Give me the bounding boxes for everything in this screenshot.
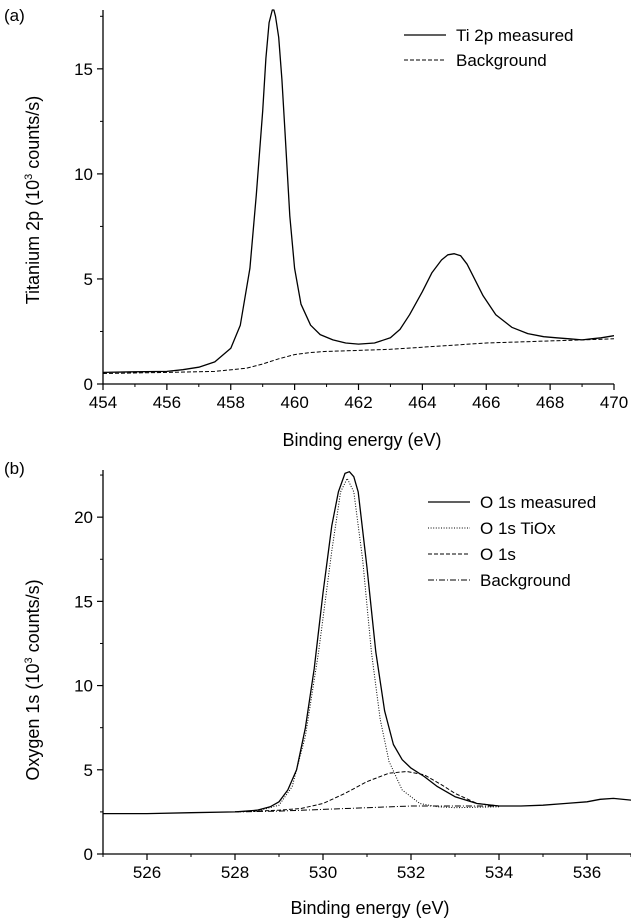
y-tick-label: 0 [84,375,93,394]
x-tick-label: 466 [472,393,500,412]
x-tick-label: 530 [309,863,337,882]
x-tick-label: 464 [408,393,436,412]
x-tick-label: 462 [344,393,372,412]
legend-entry: Background [456,51,547,70]
x-tick-label: 532 [397,863,425,882]
y-tick-label: 15 [74,592,93,611]
y-axis-label: Oxygen 1s (103 counts/s) [23,579,43,780]
legend-entry: Ti 2p measured [456,26,573,45]
y-axis-label-unit: counts/s) [23,579,43,657]
panel-b-oxygen-1s: (b) 526 528 530 532 534 536 0 5 10 15 20 Binding e… [4,459,631,918]
x-tick-label: 536 [573,863,601,882]
panel-label: (a) [4,6,25,25]
ticks: 454 456 458 460 462 464 466 468 470 0 5 10 15 [74,15,628,412]
series-line-2 [103,338,614,374]
panel-a-titanium-2p: (a) 454 456 458 460 462 464 466 468 470 0 5 10 15 Bi… [4,6,628,450]
legend: Ti 2p measured Background [404,26,573,70]
x-tick-label: 468 [536,393,564,412]
y-axis-label-main: Oxygen 1s (10 [23,664,43,781]
y-tick-label: 15 [74,60,93,79]
y-axis-label-main: Titanium 2p (10 [23,180,43,304]
panel-label: (b) [4,459,25,478]
legend-entry: O 1s TiOx [480,519,556,538]
ticks: 526 528 530 532 534 536 0 5 10 15 20 [74,474,631,882]
x-axis-label: Binding energy (eV) [290,898,449,918]
legend-entry: O 1s [480,545,516,564]
x-tick-label: 526 [133,863,161,882]
y-tick-label: 20 [74,508,93,527]
series-line-1 [103,471,631,815]
x-tick-label: 456 [153,393,181,412]
y-axis-label: Titanium 2p (103 counts/s) [23,96,43,305]
y-axis-label-exponent: 3 [23,657,35,663]
y-tick-label: 0 [84,845,93,864]
y-tick-label: 10 [74,165,93,184]
y-axis-label-unit: counts/s) [23,96,43,174]
series-line-3 [234,771,500,813]
y-tick-label: 10 [74,677,93,696]
series-line-4 [234,805,499,813]
y-axis-label-exponent: 3 [23,174,35,180]
legend-entry: O 1s measured [480,493,596,512]
plot-area [103,9,614,374]
x-tick-label: 534 [485,863,513,882]
x-tick-label: 528 [221,863,249,882]
x-tick-label: 470 [600,393,628,412]
x-tick-label: 454 [89,393,117,412]
x-axis-label: Binding energy (eV) [282,430,441,450]
legend-entry: Background [480,571,571,590]
plot-area [103,471,631,815]
y-tick-label: 5 [84,270,93,289]
legend: O 1s measured O 1s TiOx O 1s Background [428,493,596,590]
series-line-1 [103,9,614,374]
x-tick-label: 458 [217,393,245,412]
y-tick-label: 5 [84,761,93,780]
x-tick-label: 460 [280,393,308,412]
